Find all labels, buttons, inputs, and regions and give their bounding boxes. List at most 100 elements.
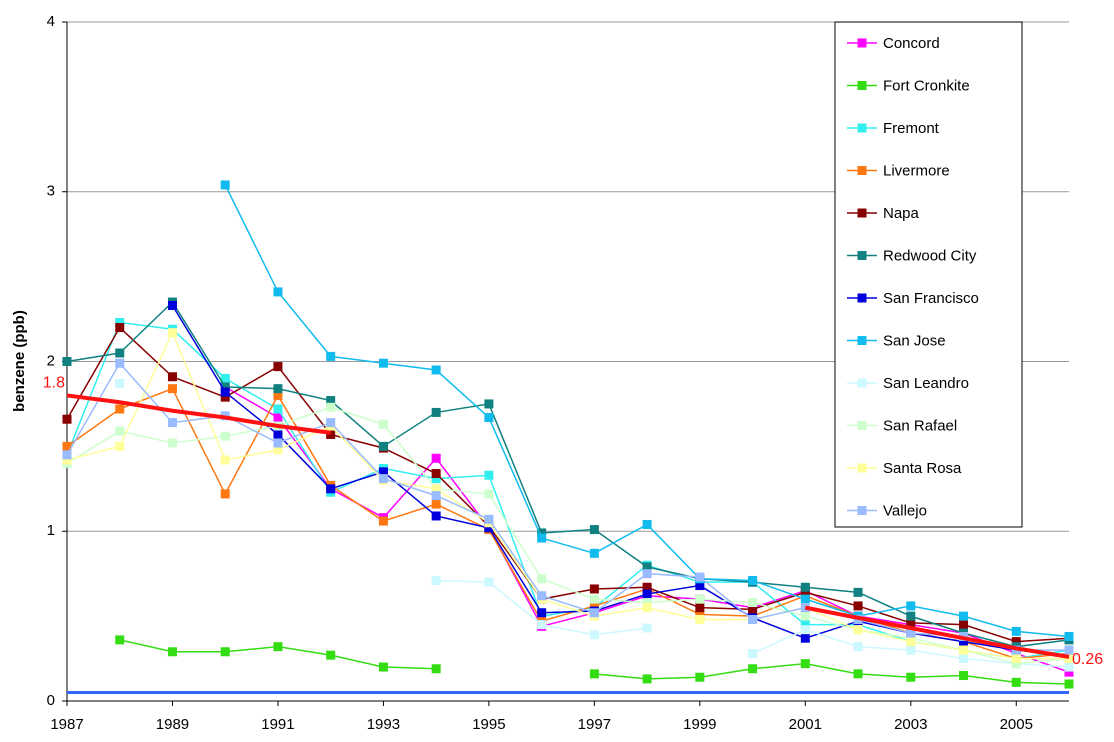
point [220, 180, 230, 190]
point [1011, 637, 1021, 647]
point [642, 562, 652, 572]
point [220, 387, 230, 397]
point [115, 323, 125, 333]
point [378, 358, 388, 368]
legend-marker [857, 81, 867, 90]
point [853, 601, 863, 611]
point [220, 382, 230, 392]
point [1011, 626, 1021, 636]
legend-label: Fort Cronkite [883, 77, 970, 94]
point [62, 441, 72, 451]
x-tick-label: 1993 [367, 716, 400, 733]
point [537, 533, 547, 543]
point [484, 577, 494, 587]
point [537, 591, 547, 601]
point [695, 609, 705, 619]
legend-marker [857, 506, 867, 515]
point [62, 357, 72, 366]
point [431, 491, 441, 501]
point [748, 598, 758, 608]
legend-marker [857, 336, 867, 345]
point [431, 474, 441, 484]
point [959, 620, 969, 630]
point [748, 604, 758, 614]
point [220, 373, 230, 383]
point [1064, 667, 1074, 677]
y-axis-label: benzene (ppb) [11, 310, 28, 412]
x-tick-label: 2005 [1000, 716, 1033, 733]
point [273, 404, 283, 414]
y-tick-label: 2 [47, 352, 55, 369]
point [853, 587, 863, 597]
series-line [66, 330, 1069, 660]
point [642, 674, 652, 684]
trend-label: 0.26 [1072, 651, 1103, 668]
y-tick-label: 4 [47, 13, 55, 30]
point [642, 603, 652, 613]
trend-line [66, 393, 1070, 659]
point [642, 589, 652, 599]
x-tick-label: 2003 [894, 716, 927, 733]
legend-label: Santa Rosa [883, 460, 962, 477]
point [1064, 679, 1074, 689]
point [589, 548, 599, 558]
point [800, 620, 810, 630]
point [1064, 654, 1074, 664]
point [273, 438, 283, 448]
point [959, 671, 969, 681]
legend-box [834, 21, 1023, 528]
x-tick-label: 2001 [789, 716, 822, 733]
point [273, 287, 283, 297]
point [378, 516, 388, 526]
point [589, 669, 599, 679]
point [62, 450, 72, 460]
legend-label: Redwood City [883, 247, 977, 264]
point [800, 625, 810, 635]
point [484, 514, 494, 524]
point [906, 672, 916, 682]
point [642, 598, 652, 608]
point [115, 348, 125, 358]
point [589, 630, 599, 640]
point [537, 574, 547, 584]
point [273, 362, 283, 372]
point [906, 645, 916, 655]
legend-label: San Jose [883, 332, 946, 349]
point [220, 647, 230, 657]
point [431, 499, 441, 509]
point [748, 575, 758, 585]
point [695, 603, 705, 613]
point [800, 582, 810, 592]
point [695, 581, 705, 591]
legend-marker [857, 251, 867, 260]
point [589, 594, 599, 604]
y-tick-label: 3 [47, 183, 55, 200]
point [906, 628, 916, 638]
point [115, 426, 125, 436]
point [273, 429, 283, 439]
point [484, 470, 494, 480]
point [378, 441, 388, 451]
point [326, 650, 336, 660]
point [1064, 662, 1074, 672]
point [167, 647, 177, 657]
point [642, 582, 652, 592]
point [115, 635, 125, 645]
point [589, 601, 599, 611]
point [167, 384, 177, 394]
legend-marker [857, 378, 867, 388]
point [431, 511, 441, 521]
point [167, 372, 177, 382]
point [695, 572, 705, 582]
legend-marker [857, 166, 867, 175]
legend-label: San Francisco [883, 290, 979, 307]
y-tick-label: 1 [47, 522, 55, 539]
point [484, 489, 494, 499]
point [589, 525, 599, 535]
point [537, 528, 547, 538]
point [537, 620, 547, 630]
point [273, 642, 283, 652]
point [800, 659, 810, 669]
point [642, 519, 652, 529]
point [959, 611, 969, 621]
